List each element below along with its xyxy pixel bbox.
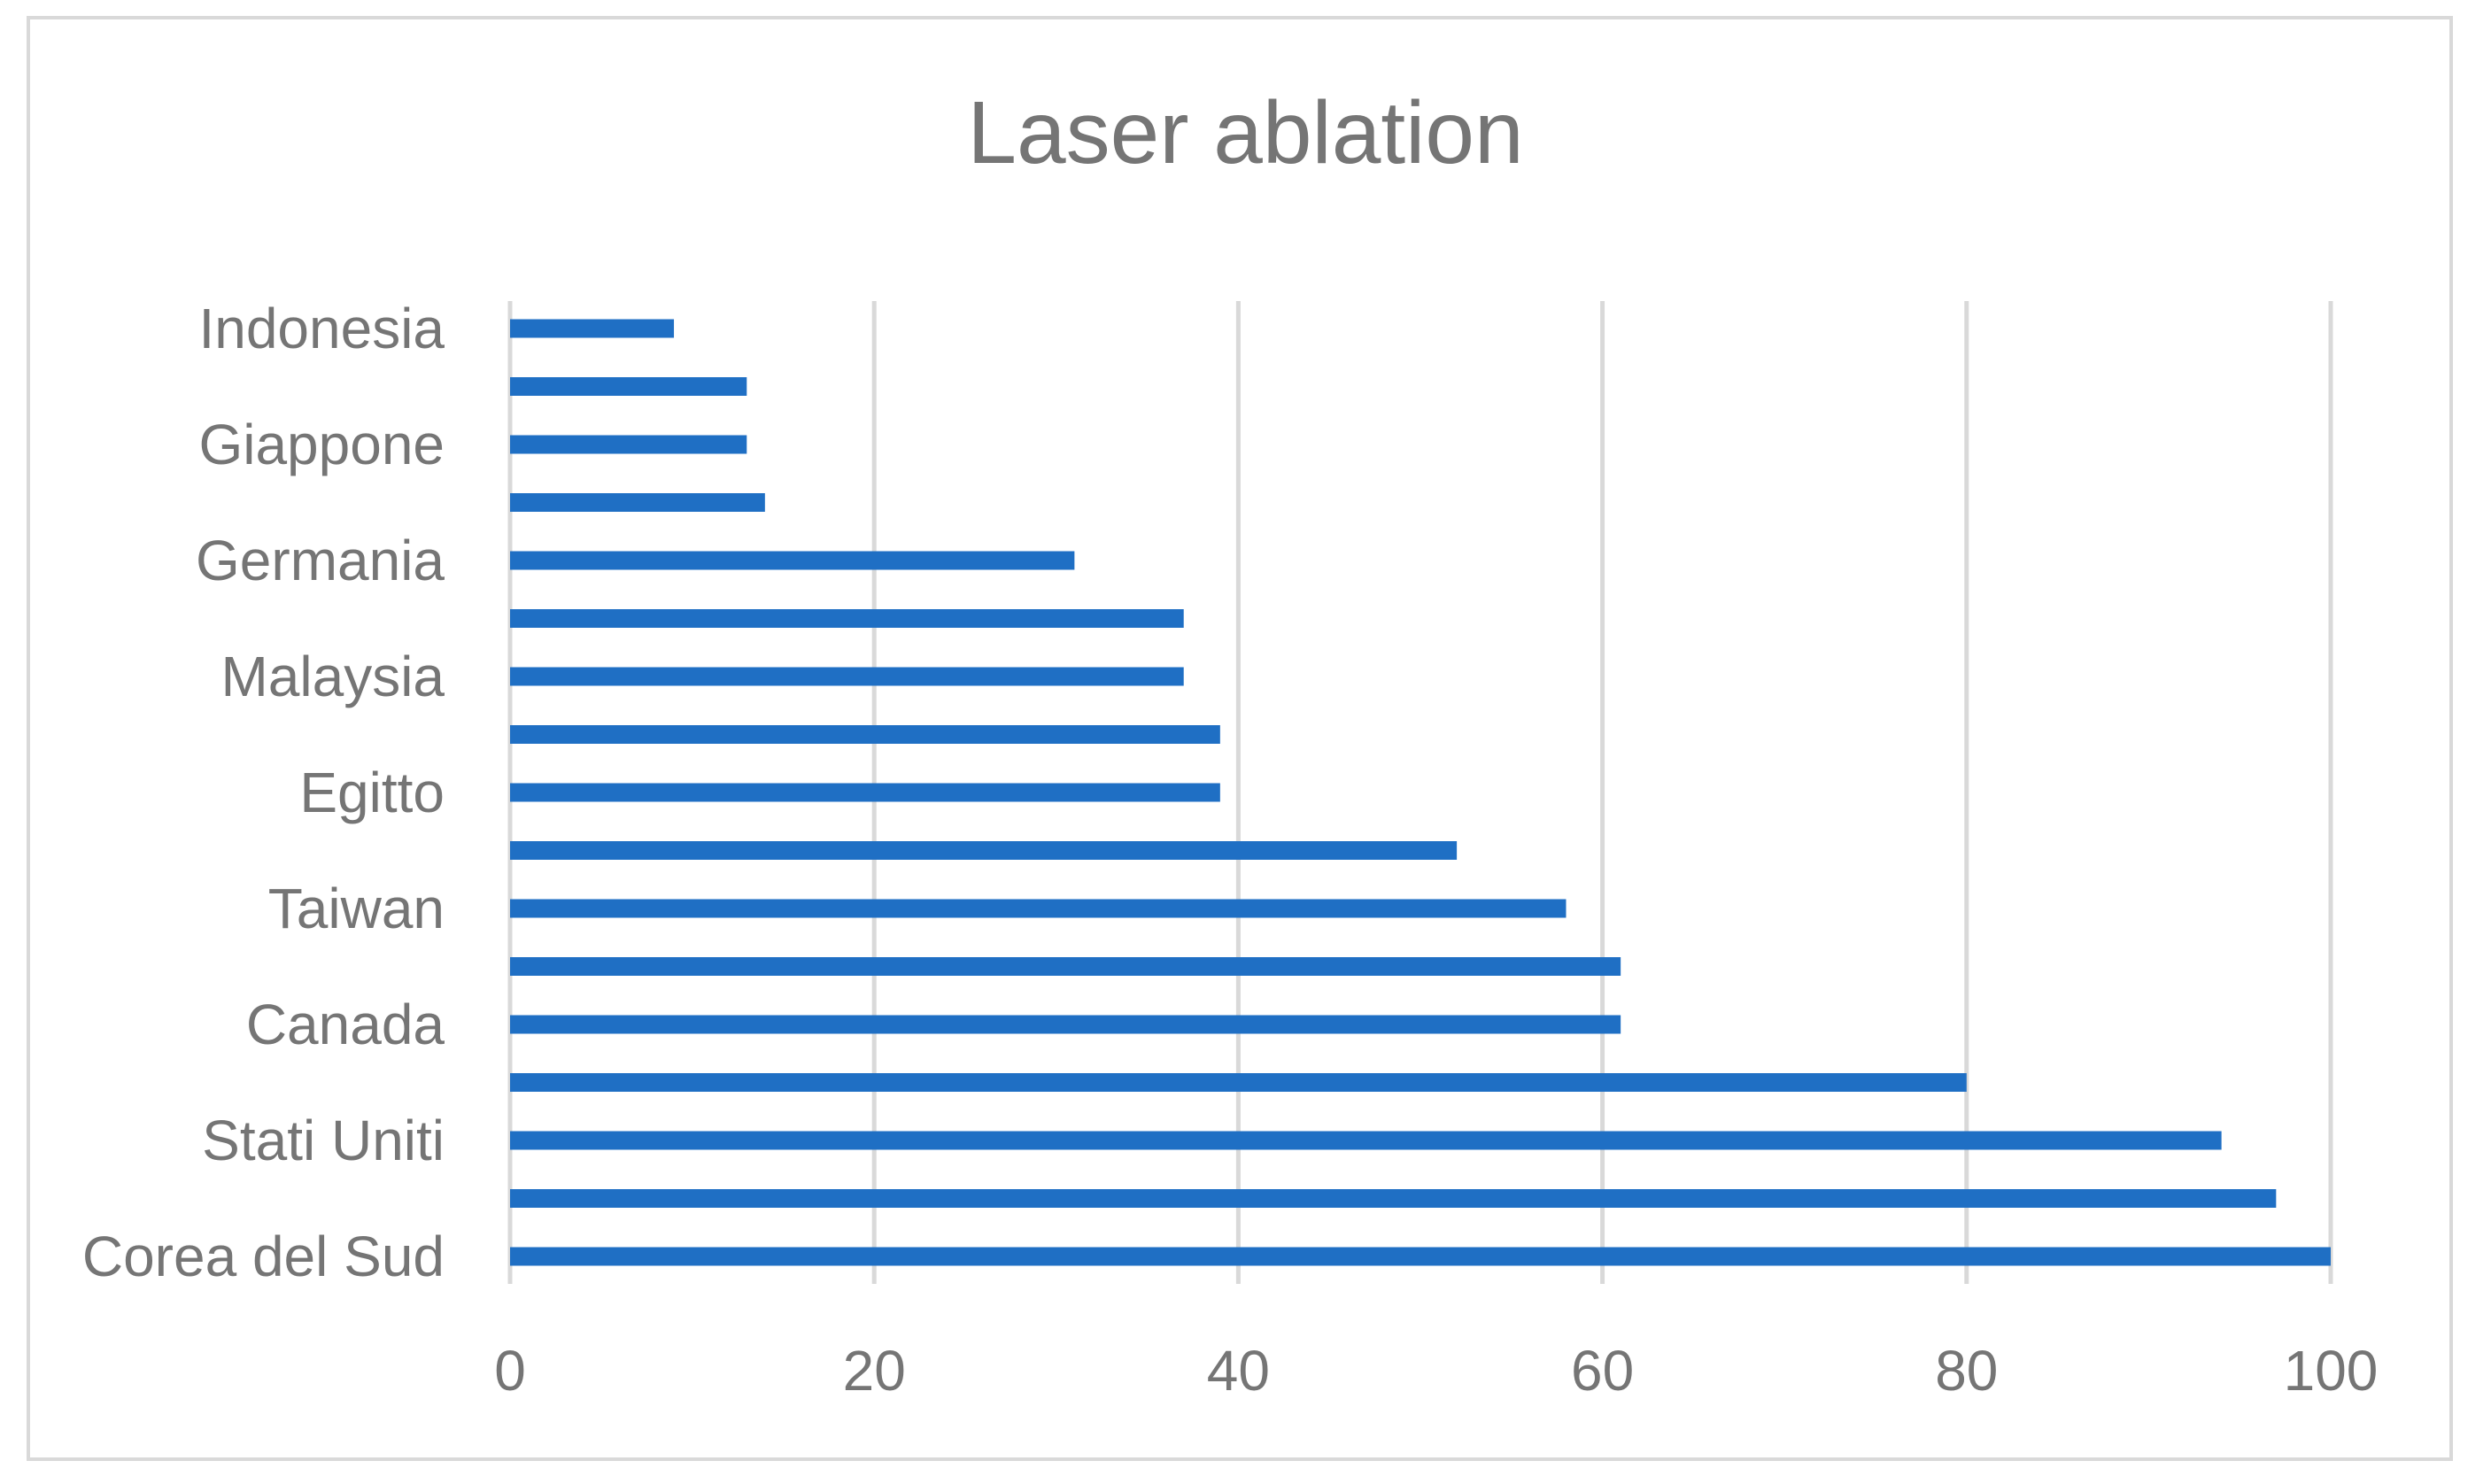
bar-4 [510, 1015, 1621, 1034]
bar-3 [510, 1073, 1967, 1092]
bar-14 [510, 435, 747, 454]
bar-15 [510, 377, 747, 396]
y-category-label-10: Malaysia [220, 645, 445, 708]
y-category-label-6: Taiwan [268, 877, 445, 940]
bar-5 [510, 957, 1621, 976]
y-category-label-8: Egitto [299, 761, 445, 824]
x-tick-label-60: 60 [1571, 1339, 1634, 1403]
bar-12 [510, 551, 1075, 570]
bar-11 [510, 609, 1184, 628]
bar-9 [510, 725, 1220, 744]
y-category-label-12: Germania [196, 529, 445, 592]
bar-2 [510, 1131, 2222, 1150]
bar-1 [510, 1189, 2277, 1208]
bar-0 [510, 1247, 2331, 1266]
y-category-label-14: Giappone [198, 413, 445, 476]
bar-13 [510, 493, 765, 512]
y-category-label-16: Indonesia [198, 297, 445, 360]
bar-7 [510, 841, 1458, 860]
x-tick-label-40: 40 [1207, 1339, 1270, 1403]
bar-8 [510, 783, 1220, 802]
y-category-label-0: Corea del Sud [82, 1225, 445, 1288]
x-tick-label-20: 20 [843, 1339, 906, 1403]
x-tick-label-80: 80 [1935, 1339, 1998, 1403]
bar-6 [510, 899, 1567, 918]
chart-title: Laser ablation [967, 83, 1524, 182]
x-tick-label-100: 100 [2284, 1339, 2379, 1403]
x-tick-label-0: 0 [494, 1339, 526, 1403]
y-category-label-2: Stati Uniti [202, 1109, 445, 1172]
y-category-label-4: Canada [246, 993, 445, 1056]
bar-10 [510, 667, 1184, 686]
bar-16 [510, 319, 675, 338]
